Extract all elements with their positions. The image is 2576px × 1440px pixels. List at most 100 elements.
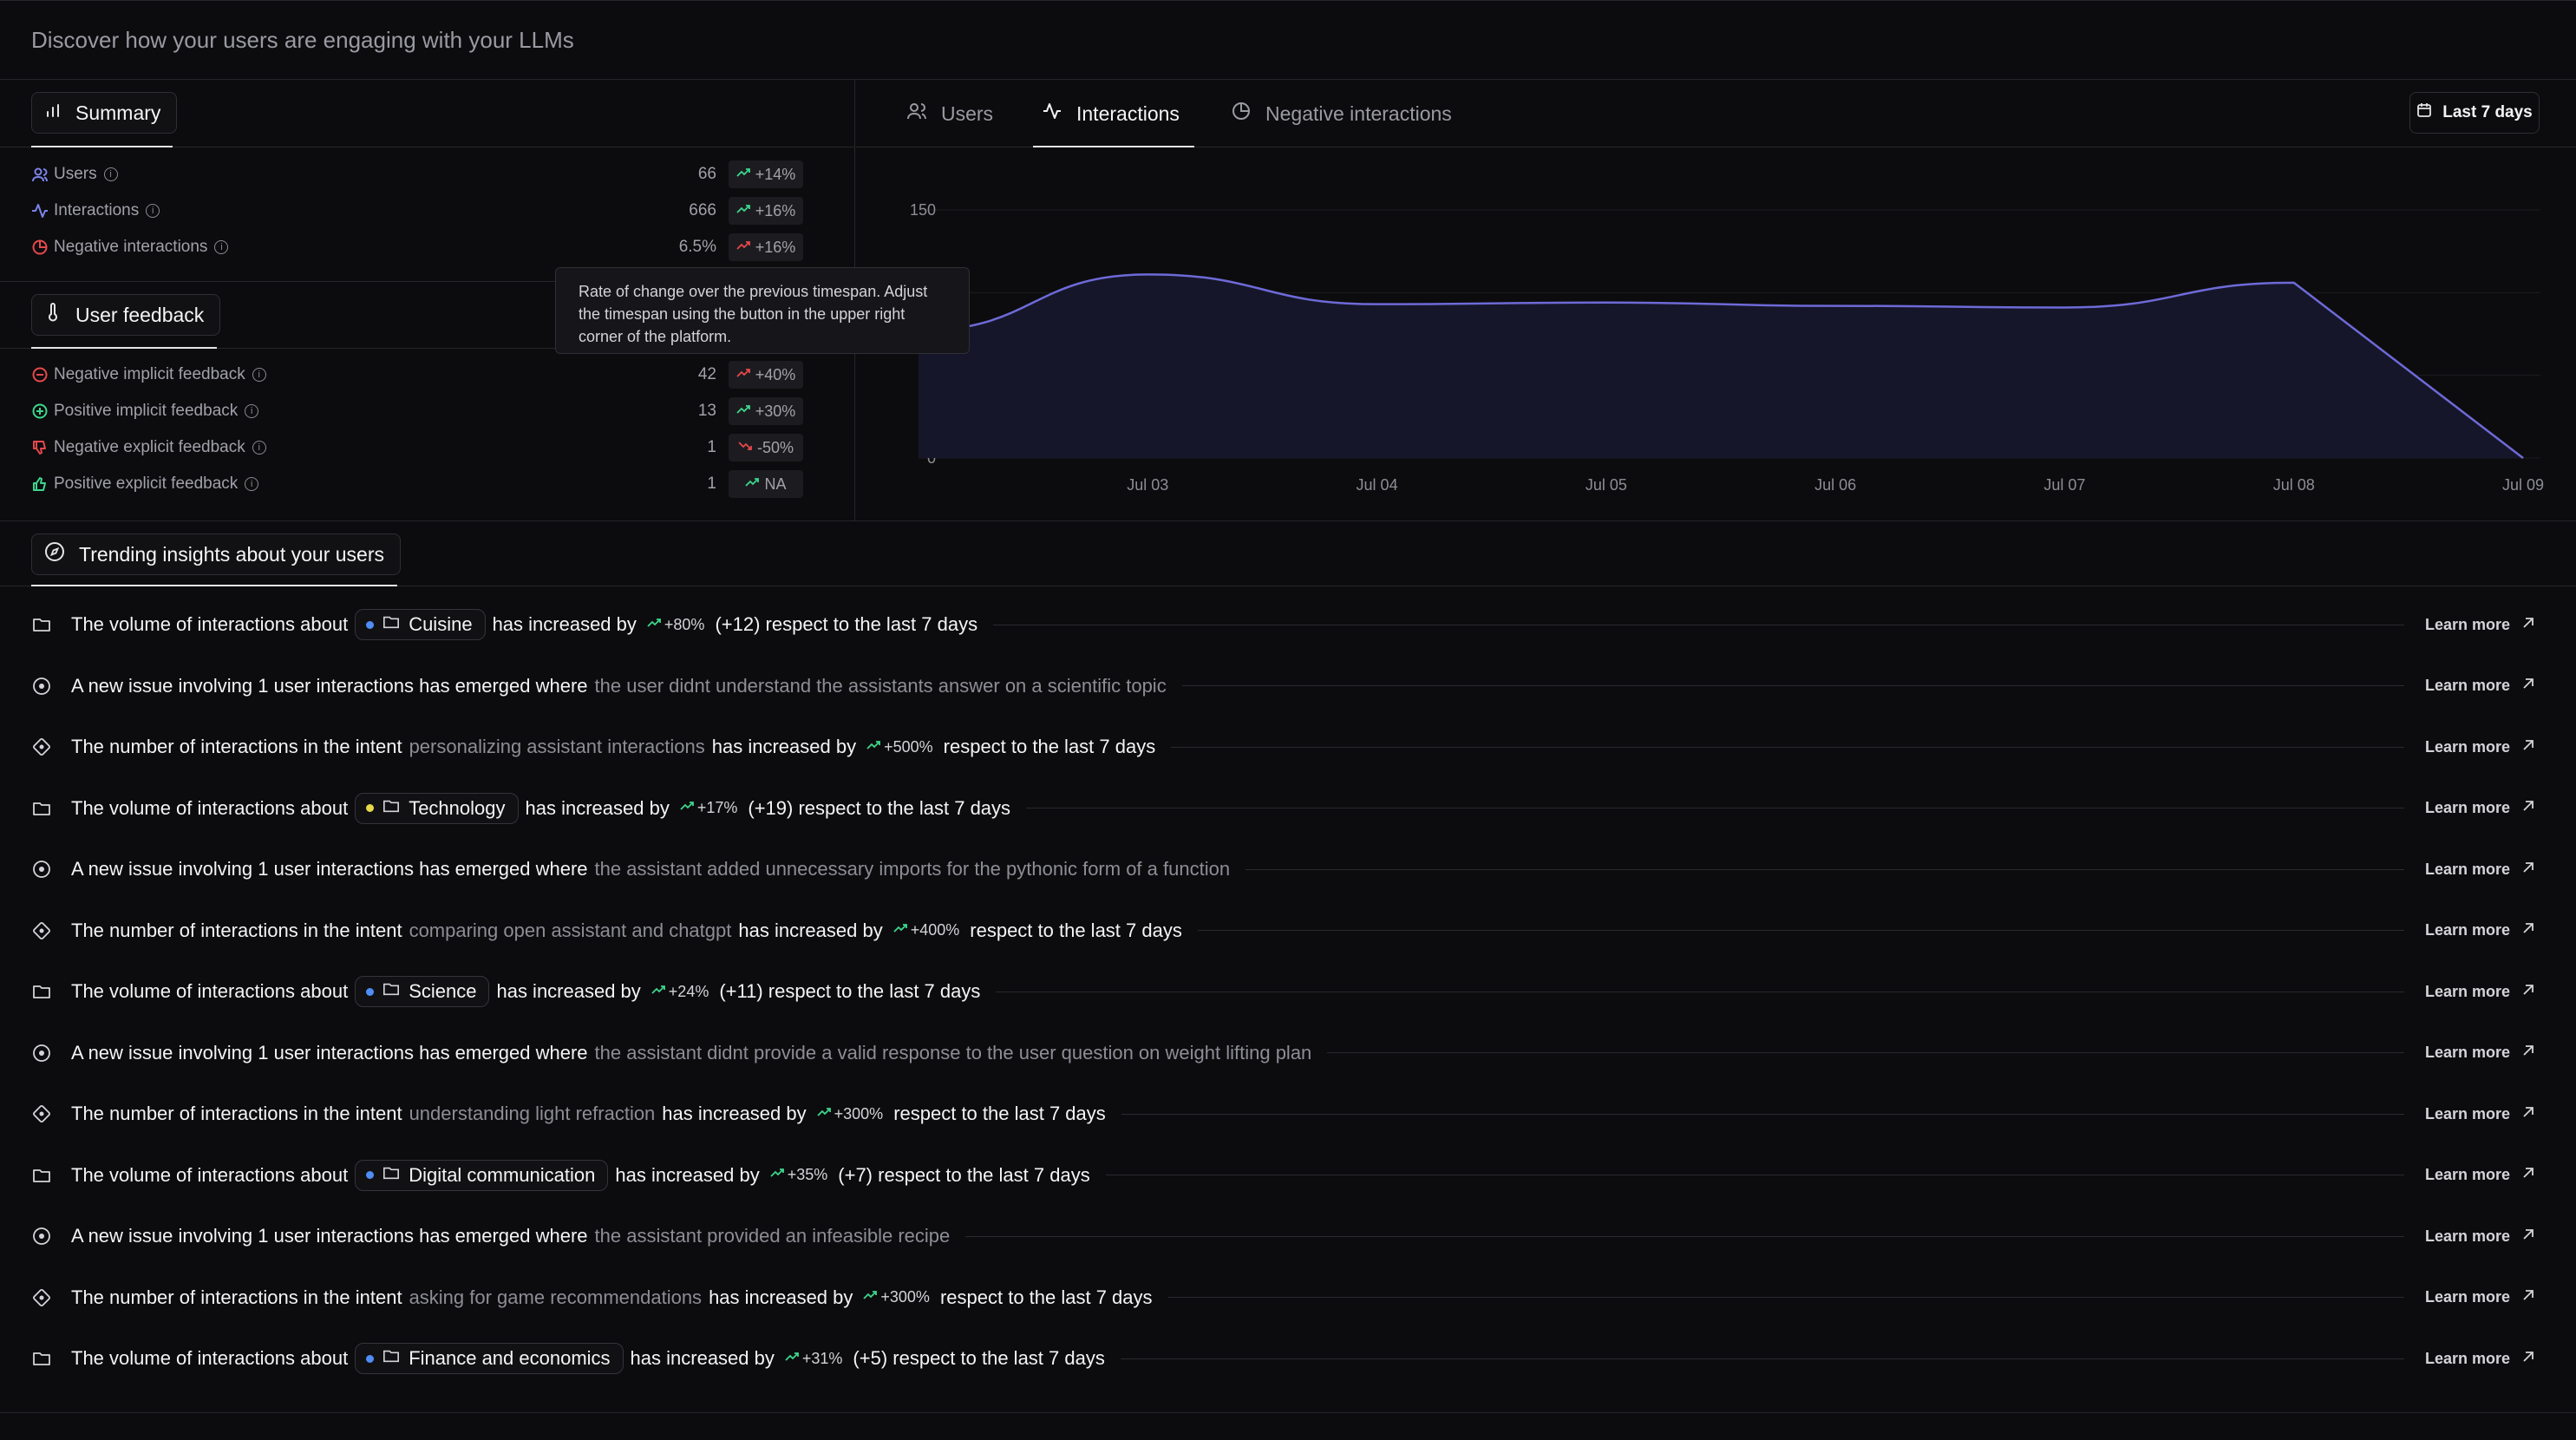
external-link-icon <box>2520 1104 2536 1124</box>
metric-change-badge: -50% <box>729 434 803 461</box>
bar-chart-icon <box>44 101 62 125</box>
insight-row: The number of interactions in the intent… <box>31 730 2538 764</box>
learn-more-link[interactable]: Learn more <box>2425 860 2538 880</box>
learn-more-link[interactable]: Learn more <box>2425 676 2538 696</box>
metric-change-badge: +40% <box>729 361 803 389</box>
metric-change-value: +40% <box>755 365 796 383</box>
info-icon[interactable]: i <box>214 240 229 254</box>
insight-tail: respect to the last 7 days <box>893 1103 1106 1124</box>
learn-more-link[interactable]: Learn more <box>2425 920 2538 940</box>
insight-row: The number of interactions in the intent… <box>31 1280 2538 1315</box>
trend-badge: +24% <box>651 983 709 1001</box>
topic-chip[interactable]: Digital communication <box>355 1159 609 1191</box>
topic-dot <box>366 1171 375 1179</box>
learn-more-link[interactable]: Learn more <box>2425 615 2538 635</box>
chart-tabs: Users Interactions Negative interactions <box>856 80 2576 147</box>
learn-more-link[interactable]: Learn more <box>2425 798 2538 818</box>
insight-lead: The volume of interactions about <box>71 980 349 1002</box>
intent-diamond-icon <box>31 1287 52 1308</box>
learn-more-label: Learn more <box>2425 677 2511 694</box>
learn-more-link[interactable]: Learn more <box>2425 1349 2538 1369</box>
topic-chip[interactable]: Science <box>355 976 490 1007</box>
info-icon[interactable]: i <box>146 204 160 218</box>
summary-tab[interactable]: Summary <box>31 92 178 134</box>
insights-tab[interactable]: Trending insights about your users <box>31 533 402 575</box>
insight-tail: (+5) respect to the last 7 days <box>853 1347 1105 1369</box>
metric-change-badge: +30% <box>729 397 803 425</box>
insight-description: the assistant provided an infeasible rec… <box>594 1225 951 1247</box>
rate-of-change-tooltip: Rate of change over the previous timespa… <box>555 267 970 354</box>
trend-badge: +35% <box>770 1166 827 1184</box>
insight-tail: respect to the last 7 days <box>939 1286 1153 1308</box>
intent-name: comparing open assistant and chatgpt <box>409 919 732 941</box>
insight-tail: (+7) respect to the last 7 days <box>838 1163 1090 1186</box>
insight-row: The volume of interactions about Cuisine h… <box>31 607 2538 642</box>
metric-label: Positive explicit feedback <box>54 475 239 493</box>
tab-users[interactable]: Users <box>906 95 993 132</box>
issue-circle-icon <box>31 1226 52 1247</box>
metric-value: 666 <box>689 201 716 219</box>
topic-chip[interactable]: Technology <box>355 792 519 824</box>
feedback-title: User feedback <box>75 303 205 326</box>
info-icon[interactable]: i <box>252 368 266 382</box>
issue-circle-icon <box>31 676 52 697</box>
trend-value: +17% <box>696 799 738 816</box>
tab-interactions[interactable]: Interactions <box>1042 95 1180 132</box>
topic-chip[interactable]: Cuisine <box>355 609 486 640</box>
date-range-button[interactable]: Last 7 days <box>2409 92 2540 134</box>
metric-label: Negative interactions <box>54 238 208 256</box>
external-link-icon <box>2520 920 2536 940</box>
users-icon <box>906 101 927 127</box>
folder-icon <box>31 1348 52 1369</box>
user-feedback-tab[interactable]: User feedback <box>31 294 221 336</box>
pie-icon <box>31 239 49 256</box>
row-leader-line <box>1120 1358 2404 1359</box>
trend-up-icon <box>893 921 907 939</box>
insight-lead: The number of interactions in the intent <box>71 1103 402 1124</box>
external-link-icon <box>2520 860 2536 880</box>
topic-dot <box>366 804 375 812</box>
external-link-icon <box>2520 737 2536 757</box>
info-icon[interactable]: i <box>245 404 259 418</box>
insight-row: The number of interactions in the intent… <box>31 1096 2538 1131</box>
learn-more-link[interactable]: Learn more <box>2425 1043 2538 1063</box>
info-icon[interactable]: i <box>103 167 118 181</box>
info-icon[interactable]: i <box>245 477 259 491</box>
trend-value: +400% <box>910 921 960 939</box>
issue-circle-icon <box>31 1043 52 1064</box>
trend-value: +300% <box>834 1104 884 1123</box>
insight-description: the assistant added unnecessary imports … <box>594 858 1231 880</box>
learn-more-label: Learn more <box>2425 615 2511 633</box>
tab-negative-interactions[interactable]: Negative interactions <box>1231 95 1452 132</box>
topic-chip[interactable]: Finance and economics <box>355 1343 624 1374</box>
trend-icon <box>736 403 750 421</box>
insight-mid: has increased by <box>738 919 883 941</box>
insight-row: The volume of interactions about Science h… <box>31 974 2538 1009</box>
learn-more-link[interactable]: Learn more <box>2425 1165 2538 1185</box>
insight-row: A new issue involving 1 user interaction… <box>31 669 2538 704</box>
trend-badge: +400% <box>893 921 960 939</box>
issue-circle-icon <box>31 859 52 880</box>
learn-more-label: Learn more <box>2425 1227 2511 1245</box>
thumbs-down-icon <box>31 439 49 456</box>
info-icon[interactable]: i <box>252 441 266 455</box>
learn-more-link[interactable]: Learn more <box>2425 1104 2538 1124</box>
intent-name: personalizing assistant interactions <box>409 736 705 757</box>
learn-more-link[interactable]: Learn more <box>2425 1227 2538 1247</box>
metric-row: Users i 66 +14% <box>31 160 803 189</box>
external-link-icon <box>2520 676 2536 696</box>
summary-tab-underline <box>31 146 173 147</box>
learn-more-link[interactable]: Learn more <box>2425 982 2538 1002</box>
learn-more-link[interactable]: Learn more <box>2425 737 2538 757</box>
active-tab-underline <box>1033 146 1194 147</box>
folder-icon <box>382 1164 400 1187</box>
metric-change-value: +30% <box>755 402 796 420</box>
insight-row: A new issue involving 1 user interaction… <box>31 852 2538 887</box>
insight-tail: (+19) respect to the last 7 days <box>748 796 1011 819</box>
x-tick-label: Jul 07 <box>2043 476 2085 494</box>
tab-negative-interactions-label: Negative interactions <box>1265 101 1452 125</box>
metric-change-value: +14% <box>755 165 796 183</box>
insight-mid: has increased by <box>709 1286 853 1308</box>
learn-more-link[interactable]: Learn more <box>2425 1287 2538 1307</box>
